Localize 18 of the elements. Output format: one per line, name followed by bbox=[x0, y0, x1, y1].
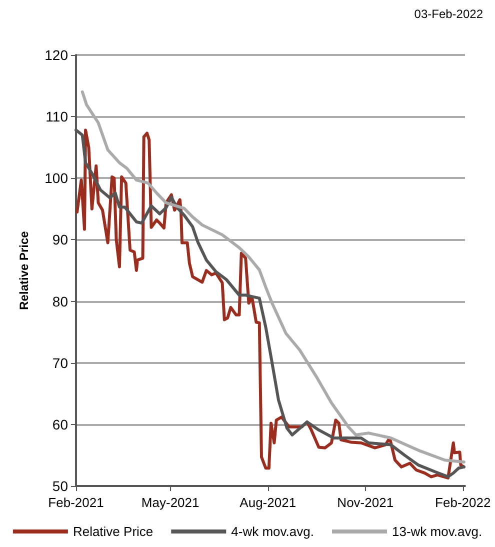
x-tick-label: Feb-2021 bbox=[48, 495, 104, 510]
x-tick-label: Feb-2022 bbox=[435, 495, 491, 510]
x-tick-label: Aug-2021 bbox=[240, 495, 296, 510]
y-axis-title: Relative Price bbox=[17, 230, 31, 310]
y-tick-label: 70 bbox=[52, 354, 68, 371]
legend-label: 13-wk mov.avg. bbox=[392, 524, 482, 539]
y-tick-label: 60 bbox=[52, 416, 68, 432]
legend-label: 4-wk mov.avg. bbox=[231, 524, 314, 539]
y-tick-label: 110 bbox=[46, 108, 68, 125]
y-tick-label: 120 bbox=[44, 47, 68, 63]
y-tick-label: 50 bbox=[52, 478, 68, 494]
x-tick-label: May-2021 bbox=[141, 495, 200, 510]
y-tick-label: 90 bbox=[52, 232, 68, 248]
x-tick-label: Nov-2021 bbox=[337, 495, 394, 510]
y-tick-label: 80 bbox=[52, 293, 68, 310]
text: 03-Feb-2022 bbox=[414, 7, 484, 21]
legend-label: Relative Price bbox=[72, 524, 154, 539]
y-tick-label: 100 bbox=[44, 170, 68, 186]
